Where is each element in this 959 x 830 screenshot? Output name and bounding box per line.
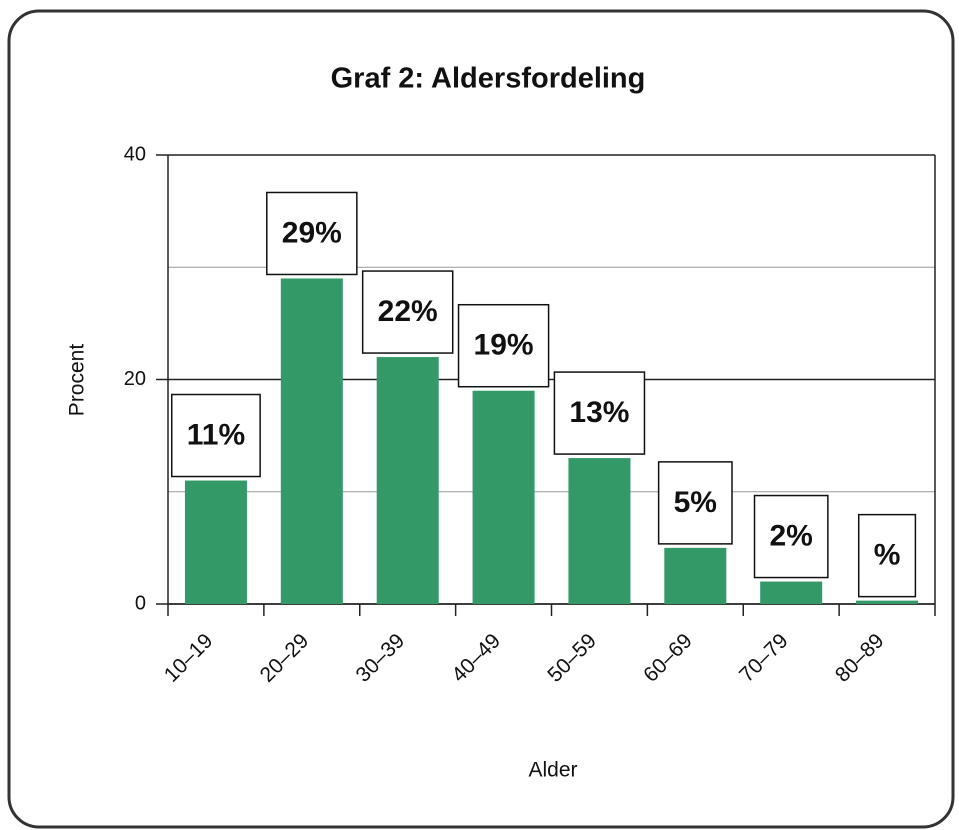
- chart-title: Graf 2: Aldersfordeling: [331, 63, 646, 95]
- y-tick-label: 20: [124, 368, 146, 390]
- value-label-box: [457, 303, 550, 388]
- value-label: 19%: [474, 329, 534, 362]
- y-axis-title: Procent: [66, 344, 89, 417]
- bar: [184, 480, 247, 604]
- bar: [472, 390, 535, 604]
- bar: [280, 278, 343, 604]
- value-label-box: [361, 270, 454, 354]
- bar: [664, 547, 727, 604]
- value-label: 29%: [282, 216, 342, 249]
- value-label: 22%: [378, 295, 438, 328]
- value-label-box: [657, 461, 733, 545]
- y-tick-label: 40: [124, 143, 146, 165]
- value-label-box: [857, 513, 917, 598]
- value-label: 2%: [770, 519, 813, 552]
- x-axis-title: Alder: [528, 759, 577, 782]
- value-label-box: [753, 494, 829, 579]
- value-label: 11%: [187, 418, 245, 451]
- value-label: 5%: [674, 486, 717, 519]
- bar: [760, 581, 823, 604]
- value-label-box: [266, 191, 358, 276]
- bar: [376, 357, 439, 604]
- value-label: %: [874, 539, 901, 572]
- value-label-box: [170, 393, 261, 478]
- bar: [856, 600, 919, 604]
- y-tick-label: 0: [135, 592, 146, 614]
- value-label-box: [553, 371, 646, 455]
- value-label: 13%: [569, 396, 629, 429]
- bar: [568, 458, 631, 604]
